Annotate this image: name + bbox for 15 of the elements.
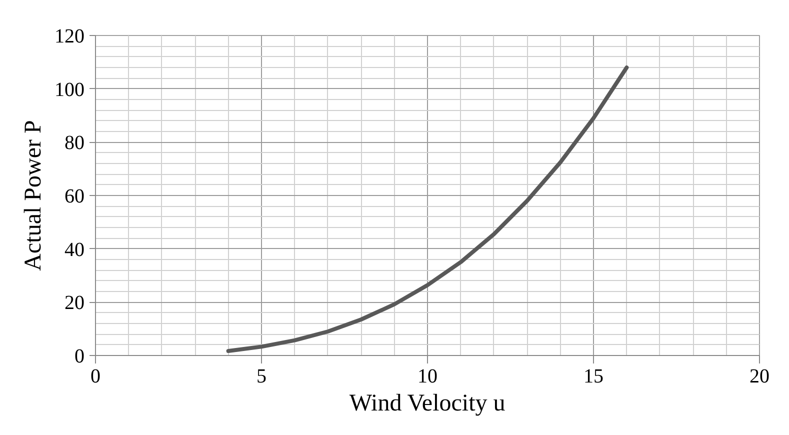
y-tick-label: 80 <box>64 132 84 154</box>
line-series <box>226 66 629 353</box>
y-tick-label: 0 <box>74 346 84 368</box>
x-tick-label: 20 <box>750 366 770 388</box>
y-axis-title: Actual Power P <box>20 120 46 271</box>
y-tick-label: 40 <box>64 238 84 261</box>
x-tick-label: 10 <box>418 366 438 388</box>
y-tick-label: 100 <box>54 78 84 101</box>
y-tick-label: 60 <box>64 186 84 208</box>
x-tick-label: 15 <box>584 366 604 388</box>
x-tick-label: 0 <box>90 366 100 388</box>
y-tick-label: 20 <box>64 292 84 314</box>
x-axis-title: Wind Velocity u <box>349 390 506 416</box>
y-tick-label: 120 <box>54 26 84 48</box>
x-tick-label: 5 <box>256 366 266 388</box>
